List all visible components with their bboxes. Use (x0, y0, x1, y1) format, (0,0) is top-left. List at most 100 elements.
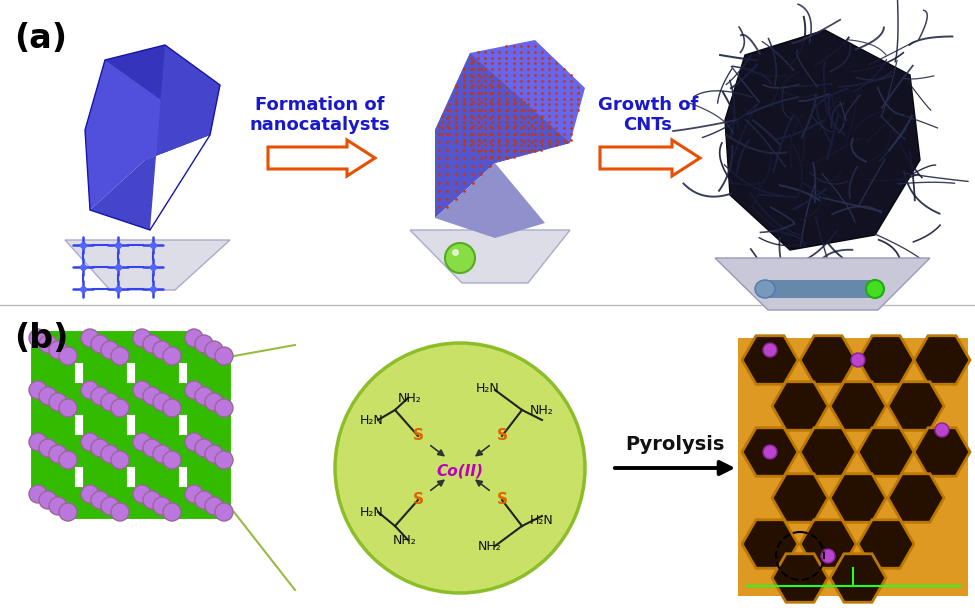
Circle shape (59, 503, 77, 521)
Circle shape (49, 393, 67, 411)
Circle shape (195, 387, 213, 405)
Polygon shape (800, 520, 856, 568)
Circle shape (111, 451, 129, 469)
Circle shape (91, 387, 109, 405)
Text: Growth of: Growth of (598, 96, 698, 114)
Circle shape (59, 451, 77, 469)
Polygon shape (85, 60, 210, 210)
Circle shape (39, 335, 57, 353)
Text: NH₂: NH₂ (478, 539, 502, 552)
Circle shape (163, 347, 181, 365)
Circle shape (763, 343, 777, 357)
Circle shape (445, 243, 475, 273)
Circle shape (101, 445, 119, 463)
Text: S: S (412, 428, 423, 443)
Circle shape (215, 347, 233, 365)
Ellipse shape (866, 280, 884, 298)
Polygon shape (830, 474, 886, 522)
Circle shape (215, 503, 233, 521)
Circle shape (143, 335, 161, 353)
Circle shape (29, 329, 47, 347)
Text: S: S (412, 492, 423, 508)
Circle shape (133, 329, 151, 347)
Polygon shape (742, 428, 798, 476)
Polygon shape (435, 163, 545, 238)
Polygon shape (90, 45, 220, 230)
Circle shape (29, 433, 47, 451)
Circle shape (81, 433, 99, 451)
FancyArrow shape (600, 140, 700, 176)
Polygon shape (800, 336, 856, 384)
Circle shape (91, 491, 109, 509)
Polygon shape (858, 336, 914, 384)
Circle shape (111, 347, 129, 365)
Polygon shape (742, 336, 798, 384)
Text: Pyrolysis: Pyrolysis (625, 435, 724, 454)
Circle shape (153, 393, 171, 411)
Ellipse shape (755, 280, 775, 298)
Circle shape (205, 445, 223, 463)
Polygon shape (772, 382, 828, 430)
Circle shape (133, 433, 151, 451)
Circle shape (101, 497, 119, 515)
Circle shape (101, 341, 119, 359)
Circle shape (29, 381, 47, 399)
Circle shape (335, 343, 585, 593)
Circle shape (153, 341, 171, 359)
Text: S: S (496, 492, 508, 508)
Circle shape (153, 497, 171, 515)
Circle shape (205, 497, 223, 515)
Text: S: S (496, 428, 508, 443)
Bar (738, 338, 968, 596)
FancyBboxPatch shape (765, 280, 875, 298)
Text: H₂N: H₂N (476, 381, 500, 395)
Text: H₂N: H₂N (360, 506, 384, 519)
Polygon shape (85, 45, 220, 160)
Circle shape (101, 393, 119, 411)
Circle shape (49, 341, 67, 359)
Circle shape (29, 485, 47, 503)
Circle shape (39, 491, 57, 509)
Polygon shape (772, 474, 828, 522)
Circle shape (851, 353, 865, 367)
Circle shape (143, 387, 161, 405)
Circle shape (185, 433, 203, 451)
Circle shape (91, 335, 109, 353)
Circle shape (153, 445, 171, 463)
Circle shape (111, 399, 129, 417)
Circle shape (195, 335, 213, 353)
Circle shape (111, 503, 129, 521)
Text: Co(II): Co(II) (437, 463, 484, 479)
Polygon shape (888, 382, 944, 430)
Circle shape (185, 381, 203, 399)
Circle shape (39, 387, 57, 405)
Text: NH₂: NH₂ (398, 392, 422, 405)
Circle shape (821, 549, 835, 563)
Circle shape (81, 485, 99, 503)
Polygon shape (725, 30, 920, 250)
Circle shape (163, 399, 181, 417)
Polygon shape (858, 428, 914, 476)
Circle shape (205, 393, 223, 411)
Polygon shape (914, 336, 970, 384)
Circle shape (59, 347, 77, 365)
Text: NH₂: NH₂ (530, 403, 554, 416)
Circle shape (133, 485, 151, 503)
Circle shape (91, 439, 109, 457)
Polygon shape (435, 53, 570, 218)
Circle shape (49, 497, 67, 515)
Polygon shape (914, 428, 970, 476)
FancyArrow shape (268, 140, 375, 176)
Polygon shape (715, 258, 930, 310)
Polygon shape (85, 45, 165, 160)
Circle shape (195, 439, 213, 457)
Circle shape (195, 491, 213, 509)
Circle shape (205, 341, 223, 359)
Text: NH₂: NH₂ (393, 533, 417, 547)
Circle shape (185, 485, 203, 503)
Polygon shape (830, 554, 886, 602)
Text: H₂N: H₂N (530, 514, 554, 527)
Circle shape (763, 445, 777, 459)
Polygon shape (742, 520, 798, 568)
Circle shape (163, 503, 181, 521)
